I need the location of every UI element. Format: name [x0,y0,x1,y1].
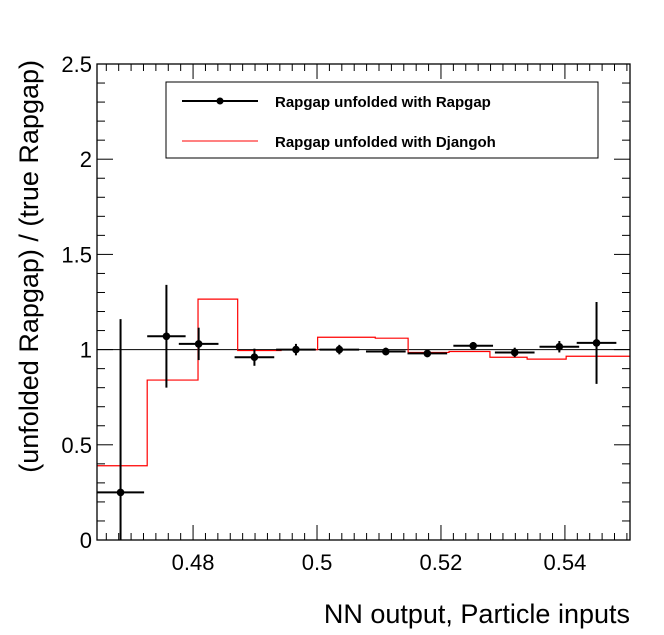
rapgap-marker [382,347,390,356]
legend: Rapgap unfolded with Rapgap Rapgap unfol… [165,81,599,159]
rapgap-data-point [365,347,406,356]
rapgap-marker [469,341,477,350]
rapgap-marker [592,339,601,347]
tick-labels-layer: 0.48 0.5 0.52 0.54 0 0.5 1 1.5 2 2.5 [61,52,586,575]
y-tick-label: 2.5 [61,52,92,77]
ticks-layer [97,63,630,541]
rapgap-data-point [178,327,219,361]
legend-marker-point-rapgap [216,97,224,105]
rapgap-data-point [276,343,316,356]
rapgap-data-point [97,319,145,540]
y-tick-label: 1.5 [61,242,92,267]
legend-label-rapgap: Rapgap unfolded with Rapgap [275,94,491,111]
plot-frame [96,63,631,541]
rapgap-marker [510,348,519,357]
y-tick-label: 0.5 [61,433,92,458]
rapgap-data-point [453,341,494,350]
y-tick-label: 2 [80,147,92,172]
rapgap-data-point [407,349,448,358]
legend-label-djangoh: Rapgap unfolded with Djangoh [275,134,496,151]
y-axis-title: (unfolded Rapgap) / (true Rapgap) [14,60,44,473]
x-tick-label: 0.52 [420,550,463,575]
y-tick-label: 1 [80,338,92,363]
legend-box [165,81,599,159]
rapgap-marker [555,342,564,351]
rapgap-data-point [576,302,617,384]
rapgap-data-point [319,344,360,355]
x-tick-label: 0.5 [302,550,333,575]
rapgap-data-point [539,341,580,353]
djangoh-step-line [97,298,630,467]
rapgap-marker [194,340,203,348]
rapgap-marker [250,353,259,362]
x-axis-title: NN output, Particle inputs [324,599,630,629]
rapgap-marker [292,345,300,354]
rapgap-data-point [494,347,535,358]
y-tick-label: 0 [80,528,92,553]
rapgap-marker [423,349,432,358]
x-tick-label: 0.48 [172,550,215,575]
rapgap-data-point [147,284,186,388]
rapgap-marker [335,345,344,354]
rapgap-marker [116,488,125,497]
series-layer [97,284,630,540]
x-tick-label: 0.54 [544,550,587,575]
rapgap-data-point [234,348,275,366]
rapgap-marker [162,332,171,341]
